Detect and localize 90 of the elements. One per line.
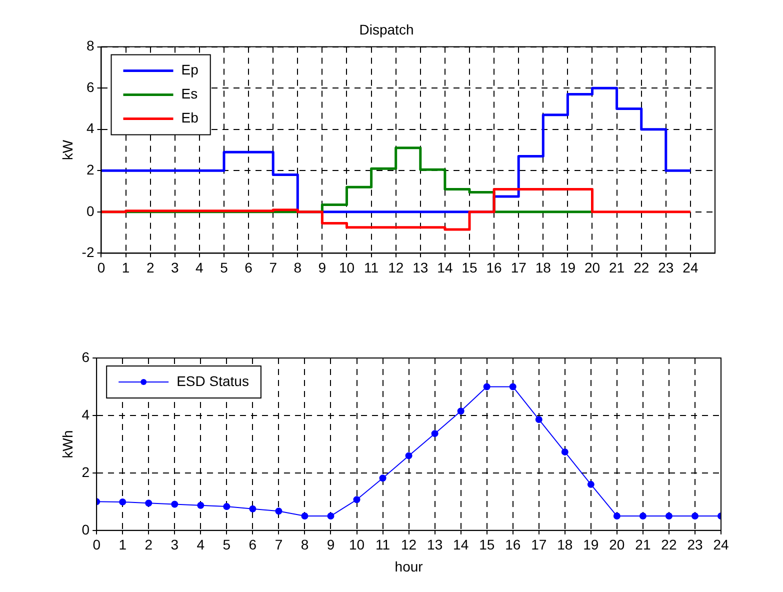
x-tick-label: 13	[427, 536, 443, 553]
point	[431, 430, 438, 438]
legend-label: ESD Status	[176, 372, 249, 389]
point	[665, 512, 672, 520]
x-tick-label: 8	[294, 259, 302, 276]
y-tick-label: 0	[86, 202, 94, 219]
x-tick-label: 10	[348, 536, 365, 553]
point	[379, 474, 386, 482]
x-tick-label: 4	[196, 259, 204, 276]
y-tick-label: 2	[86, 162, 94, 178]
x-tick-label: 15	[479, 536, 495, 553]
x-tick-label: 23	[658, 259, 674, 276]
x-tick-label: 24	[713, 536, 729, 553]
point	[457, 408, 464, 415]
x-tick-label: 11	[364, 259, 379, 276]
x-tick-label: 11	[376, 536, 390, 553]
x-tick-label: 4	[196, 536, 205, 553]
y-tick-label: 8	[86, 38, 94, 54]
x-tick-label: 14	[453, 536, 469, 553]
point	[301, 512, 308, 520]
x-tick-label: 22	[661, 536, 677, 553]
x-tick-label: 5	[222, 536, 231, 553]
x-tick-label: 3	[170, 536, 179, 553]
point	[327, 512, 334, 520]
point	[405, 452, 412, 460]
y-tick-label: -2	[82, 244, 94, 260]
y-tick-label: 6	[82, 348, 90, 365]
x-tick-label: 3	[171, 259, 179, 276]
legend-label: Ep	[181, 62, 199, 78]
x-tick-label: 12	[401, 536, 417, 553]
point	[197, 502, 204, 509]
x-tick-label: 16	[505, 536, 521, 553]
y-tick-label: 2	[82, 464, 90, 480]
x-tick-label: 19	[560, 259, 576, 276]
point	[587, 480, 594, 488]
point	[483, 383, 490, 390]
point	[561, 448, 568, 456]
point	[119, 498, 126, 506]
x-tick-label: 19	[583, 536, 599, 553]
legend-label: Eb	[181, 110, 199, 126]
x-tick-label: 18	[535, 259, 552, 276]
x-tick-label: 24	[682, 259, 698, 276]
x-tick-label: 21	[609, 259, 625, 276]
x-tick-label: 7	[274, 536, 283, 553]
x-tick-label: 1	[122, 259, 130, 276]
x-tick-label: 7	[269, 259, 278, 276]
y-tick-label: 4	[86, 120, 94, 136]
x-tick-label: 8	[300, 536, 309, 553]
x-tick-label: 9	[326, 536, 335, 553]
point	[509, 383, 516, 390]
y-tick-label: 4	[82, 406, 90, 422]
point	[145, 500, 152, 507]
x-tick-label: 2	[144, 536, 153, 553]
x-tick-label: 16	[486, 259, 502, 276]
legend-label: Es	[181, 86, 198, 102]
x-tick-label: 12	[388, 259, 404, 276]
x-tick-label: 1	[118, 536, 127, 553]
x-tick-label: 15	[462, 259, 478, 276]
point	[275, 508, 282, 515]
x-tick-label: 17	[510, 259, 527, 276]
y-tick-label: 0	[82, 521, 90, 538]
point	[249, 505, 256, 512]
point	[639, 512, 646, 520]
x-tick-label: 9	[318, 259, 326, 276]
point	[691, 512, 698, 520]
x-tick-label: 13	[412, 259, 428, 276]
point	[223, 503, 230, 510]
y-axis-title: kW	[59, 139, 76, 160]
x-tick-label: 23	[687, 536, 703, 553]
x-axis-title: hour	[394, 558, 424, 574]
x-tick-label: 22	[634, 259, 650, 276]
x-tick-label: 6	[244, 259, 253, 276]
y-tick-label: 6	[86, 78, 94, 95]
x-tick-label: 21	[635, 536, 651, 553]
point	[535, 416, 542, 423]
x-tick-label: 5	[220, 259, 228, 276]
x-tick-label: 2	[146, 259, 154, 276]
x-tick-label: 18	[557, 536, 573, 553]
x-tick-label: 17	[531, 536, 547, 553]
x-tick-label: 20	[584, 259, 600, 276]
x-tick-label: 20	[609, 536, 625, 553]
x-tick-label: 10	[338, 259, 355, 276]
x-tick-label: 6	[248, 536, 257, 553]
point	[171, 500, 178, 508]
x-tick-label: 0	[97, 259, 106, 276]
chart-title: Dispatch	[359, 21, 414, 38]
point	[353, 496, 360, 504]
y-axis-title: kWh	[59, 430, 76, 458]
x-tick-label: 14	[437, 259, 453, 276]
point	[613, 512, 620, 520]
